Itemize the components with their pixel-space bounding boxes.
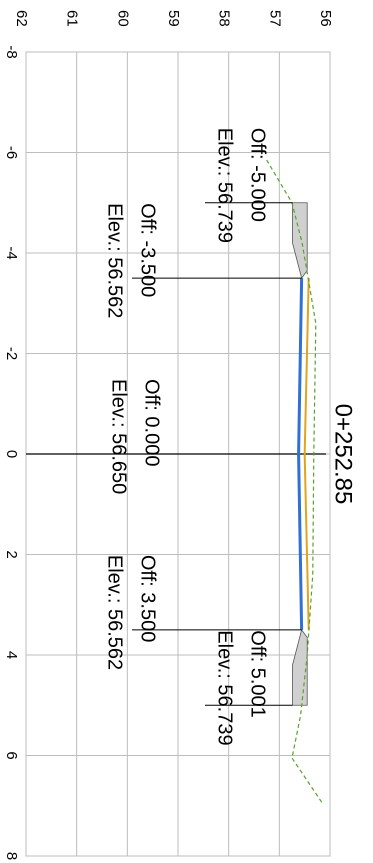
elev-tick-label: 62 (13, 10, 30, 27)
elev-tick-label: 57 (266, 10, 283, 27)
offset-tick-label: 6 (3, 751, 20, 759)
callout-offset-label: Off: -5.000 (247, 128, 269, 222)
curb-block (292, 202, 308, 280)
callout-elev-label: Elev.: 56.562 (104, 203, 126, 318)
callout-offset-label: Off: 0.000 (141, 379, 163, 466)
callout-elev-label: Elev.: 56.739 (214, 128, 236, 243)
section-profile (26, 159, 326, 804)
curb-block (292, 628, 308, 706)
callout-offset-label: Off: 5.001 (247, 630, 269, 717)
offset-tick-label: 8 (3, 852, 20, 860)
callout-elev-label: Elev.: 56.650 (108, 379, 130, 494)
offset-tick-label: 0 (3, 450, 20, 458)
elev-tick-label: 60 (114, 10, 131, 27)
offset-tick-label: 4 (3, 651, 20, 659)
elev-tick-label: 61 (64, 10, 81, 27)
finished-grade-line (297, 278, 304, 630)
elev-tick-label: 56 (317, 10, 334, 27)
subgrade-line (303, 278, 310, 630)
elev-tick-label: 58 (216, 10, 233, 27)
offset-tick-label: -4 (3, 246, 20, 259)
offset-tick-label: -8 (3, 45, 20, 58)
callout-elev-label: Elev.: 56.739 (214, 630, 236, 745)
callout-offset-label: Off: 3.500 (137, 555, 159, 642)
elev-tick-label: 59 (165, 10, 182, 27)
offset-tick-label: -6 (3, 146, 20, 159)
axis-tick-labels: 56 57 58 59 60 61 62 -8 -6 -4 -2 0 2 4 6 8 (3, 10, 334, 860)
point-callouts: Off: -5.000 Elev.: 56.739 Off: -3.500 Elev.… (104, 128, 302, 746)
callout-offset-label: Off: -3.500 (137, 203, 159, 297)
existing-ground-line (266, 159, 323, 804)
offset-tick-label: 2 (3, 550, 20, 558)
offset-tick-label: -2 (3, 347, 20, 360)
station-label: 0+252.85 (330, 404, 357, 505)
callout-elev-label: Elev.: 56.562 (104, 555, 126, 670)
